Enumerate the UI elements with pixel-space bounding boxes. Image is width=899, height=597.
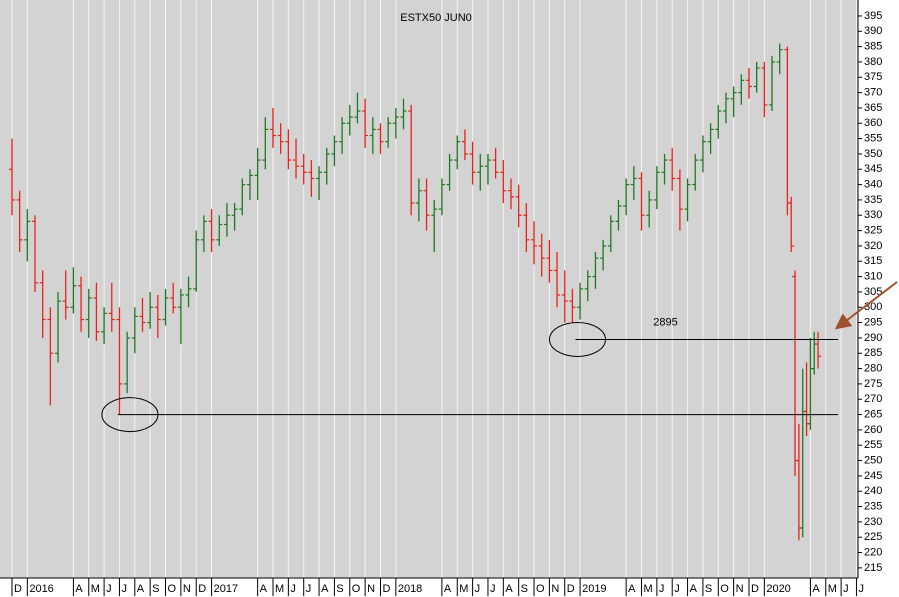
x-tick-label: S	[336, 583, 343, 595]
x-tick-label: D	[751, 583, 759, 595]
chart-title: ESTX50 JUN0	[400, 12, 472, 24]
y-tick-label: 295	[864, 316, 882, 328]
x-tick-label: 2019	[582, 583, 606, 595]
y-tick-label: 230	[864, 516, 882, 528]
x-tick-label: 2017	[214, 583, 238, 595]
y-tick-label: 240	[864, 485, 882, 497]
y-tick-label: 225	[864, 531, 882, 543]
y-tick-label: 235	[864, 500, 882, 512]
x-tick-label: N	[367, 583, 375, 595]
x-tick-label: M	[91, 583, 100, 595]
x-tick-label: J	[843, 583, 849, 595]
x-tick-label: N	[551, 583, 559, 595]
y-tick-label: 290	[864, 332, 882, 344]
x-tick-label: A	[628, 583, 636, 595]
x-tick-label: J	[858, 583, 864, 595]
x-tick-label: M	[644, 583, 653, 595]
y-tick-label: 305	[864, 286, 882, 298]
y-tick-label: 265	[864, 408, 882, 420]
x-tick-label: J	[306, 583, 312, 595]
x-tick-label: 2016	[29, 583, 53, 595]
x-tick-label: J	[674, 583, 680, 595]
x-tick-label: O	[352, 583, 361, 595]
y-tick-label: 320	[864, 240, 882, 252]
y-tick-label: 370	[864, 87, 882, 99]
plot-background	[0, 0, 858, 578]
y-tick-label: 395	[864, 10, 882, 22]
y-tick-label: 340	[864, 178, 882, 190]
x-tick-label: D	[382, 583, 390, 595]
annotation: 2895	[653, 316, 677, 328]
y-tick-label: 390	[864, 25, 882, 37]
x-tick-label: A	[321, 583, 329, 595]
x-tick-label: J	[490, 583, 496, 595]
x-tick-label: S	[705, 583, 712, 595]
y-tick-label: 255	[864, 439, 882, 451]
x-tick-label: S	[152, 583, 159, 595]
y-tick-label: 365	[864, 102, 882, 114]
y-tick-label: 330	[864, 209, 882, 221]
y-tick-label: 245	[864, 470, 882, 482]
level-circle	[548, 321, 606, 357]
y-tick-label: 215	[864, 562, 882, 574]
level-circle	[101, 397, 159, 433]
x-tick-label: J	[121, 583, 127, 595]
y-tick-label: 270	[864, 393, 882, 405]
arrow	[834, 281, 898, 330]
x-tick-label: J	[290, 583, 296, 595]
x-tick-label: J	[106, 583, 112, 595]
grid	[11, 0, 857, 578]
x-tick-label: O	[720, 583, 729, 595]
y-tick-label: 275	[864, 378, 882, 390]
x-tick-label: S	[521, 583, 528, 595]
y-tick-label: 335	[864, 194, 882, 206]
y-tick-label: 220	[864, 546, 882, 558]
x-tick-label: D	[198, 583, 206, 595]
y-tick-label: 260	[864, 424, 882, 436]
y-tick-label: 355	[864, 133, 882, 145]
x-tick-label: 2020	[766, 583, 790, 595]
x-tick-label: O	[168, 583, 177, 595]
x-tick-label: M	[828, 583, 837, 595]
x-tick-label: A	[75, 583, 83, 595]
x-tick-label: A	[505, 583, 513, 595]
y-tick-label: 285	[864, 347, 882, 359]
y-tick-label: 250	[864, 454, 882, 466]
y-tick-label: 345	[864, 163, 882, 175]
x-tick-label: D	[14, 583, 22, 595]
x-tick-label: A	[690, 583, 698, 595]
y-tick-label: 280	[864, 362, 882, 374]
x-tick-label: M	[459, 583, 468, 595]
x-tick-label: J	[475, 583, 481, 595]
x-tick-label: O	[536, 583, 545, 595]
x-tick-label: A	[444, 583, 452, 595]
y-tick-label: 350	[864, 148, 882, 160]
x-tick-label: A	[137, 583, 145, 595]
axes: D 2016 A M J J A S O N D 2017 A M J J A S O N D 2018 A M J J A S O N D…	[0, 0, 882, 596]
y-tick-label: 315	[864, 255, 882, 267]
y-tick-label: 385	[864, 41, 882, 53]
x-tick-label: 2018	[398, 583, 422, 595]
y-tick-label: 375	[864, 71, 882, 83]
x-tick-label: N	[736, 583, 744, 595]
bars: 2895	[8, 43, 839, 541]
x-tick-label: D	[567, 583, 575, 595]
y-tick-label: 360	[864, 117, 882, 129]
x-tick-label: A	[812, 583, 820, 595]
y-tick-label: 300	[864, 301, 882, 313]
x-tick-label: A	[260, 583, 268, 595]
x-tick-label: J	[659, 583, 665, 595]
x-tick-label: N	[183, 583, 191, 595]
y-tick-label: 325	[864, 224, 882, 236]
y-tick-label: 310	[864, 270, 882, 282]
y-tick-label: 380	[864, 56, 882, 68]
x-tick-label: M	[275, 583, 284, 595]
